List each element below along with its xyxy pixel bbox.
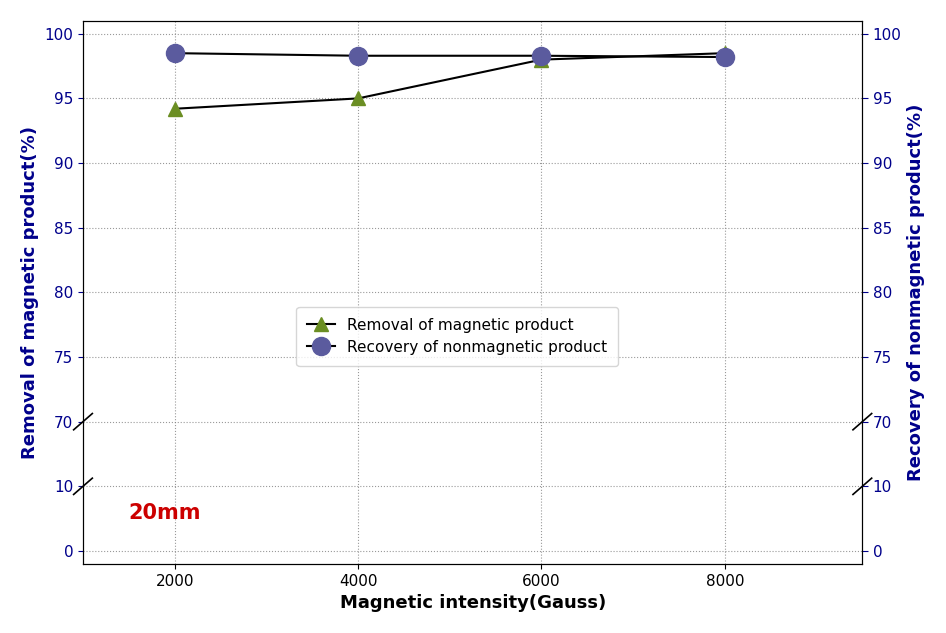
Y-axis label: Removal of magnetic product(%): Removal of magnetic product(%) [21,126,39,459]
X-axis label: Magnetic intensity(Gauss): Magnetic intensity(Gauss) [340,594,605,612]
Line: Removal of magnetic product: Removal of magnetic product [167,46,732,116]
Y-axis label: Recovery of nonmagnetic product(%): Recovery of nonmagnetic product(%) [907,104,925,481]
Recovery of nonmagnetic product [535,52,547,60]
Removal of magnetic product [719,49,730,57]
Legend: Removal of magnetic product, Recovery of nonmagnetic product: Removal of magnetic product, Recovery of… [296,307,618,366]
Removal of magnetic product [535,56,547,63]
Recovery of nonmagnetic product [352,52,363,60]
Line: Recovery of nonmagnetic product: Recovery of nonmagnetic product [166,44,734,66]
Text: 20mm: 20mm [129,503,201,523]
Recovery of nonmagnetic product [719,53,730,61]
Recovery of nonmagnetic product [169,49,181,57]
Removal of magnetic product [352,94,363,102]
Removal of magnetic product [169,105,181,113]
